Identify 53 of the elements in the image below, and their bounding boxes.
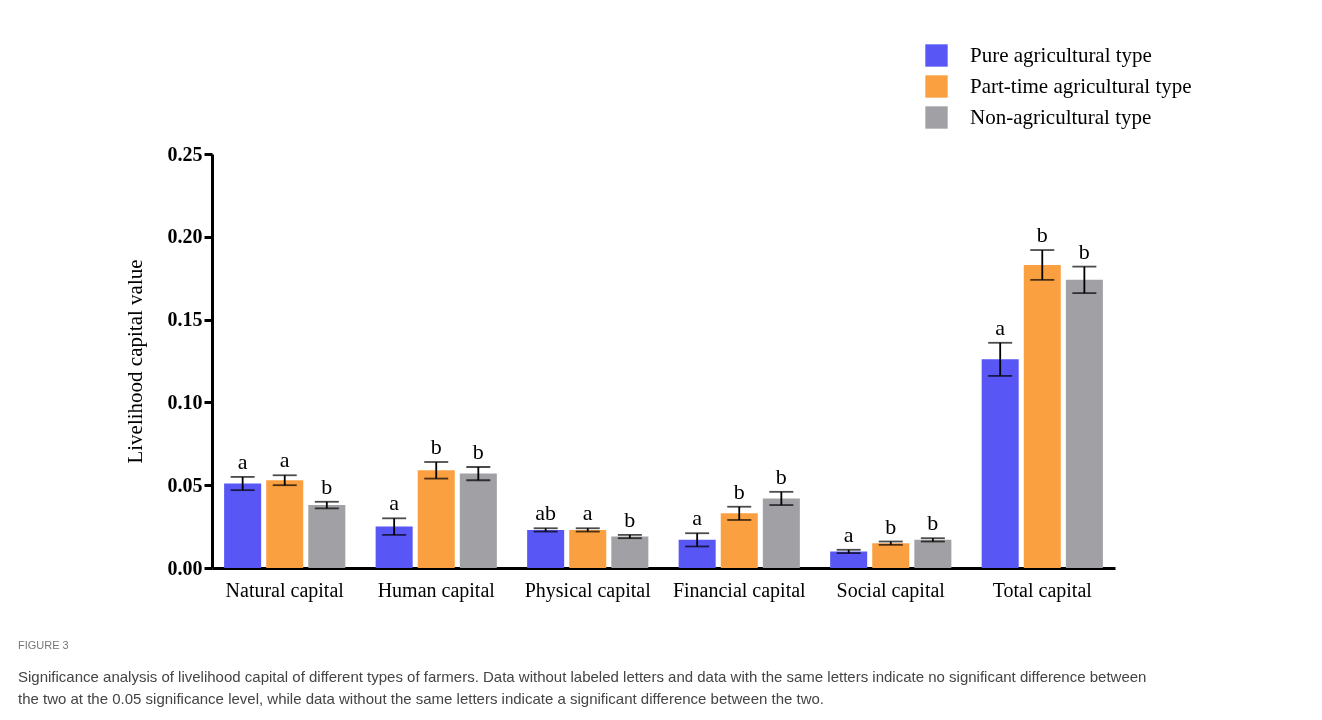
bar bbox=[569, 529, 607, 568]
bar bbox=[981, 359, 1019, 568]
y-axis-title: Livelihood capital value bbox=[122, 259, 147, 464]
data-label: b bbox=[321, 473, 333, 499]
x-tick-label: Human capital bbox=[377, 578, 496, 602]
bar bbox=[720, 513, 758, 568]
data-label: b bbox=[775, 463, 787, 489]
data-label: b bbox=[472, 438, 484, 464]
data-label: b bbox=[1078, 238, 1090, 264]
x-tick-label: Natural capital bbox=[225, 578, 345, 602]
data-label: b bbox=[430, 434, 442, 460]
data-label: b bbox=[1036, 222, 1048, 248]
data-label: b bbox=[624, 506, 636, 532]
y-tick-label: 0.10 bbox=[167, 390, 203, 413]
x-tick-label: Financial capital bbox=[672, 578, 807, 602]
bar bbox=[417, 470, 455, 568]
bar bbox=[830, 551, 868, 568]
legend-label: Non-agricultural type bbox=[970, 104, 1152, 129]
x-tick-label: Social capital bbox=[836, 578, 946, 602]
x-tick-label: Total capital bbox=[992, 578, 1093, 602]
y-tick-label: 0.20 bbox=[167, 225, 203, 248]
caption: FIGURE 3 bbox=[18, 639, 69, 651]
x-tick-label: Physical capital bbox=[524, 578, 652, 602]
bar bbox=[224, 483, 262, 568]
y-tick-label: 0.00 bbox=[167, 556, 203, 579]
bar bbox=[266, 480, 304, 568]
bar bbox=[527, 529, 565, 568]
bar bbox=[459, 473, 497, 568]
y-tick-label: 0.05 bbox=[167, 473, 203, 496]
y-tick-label: 0.15 bbox=[167, 308, 203, 331]
text: Significance analysis of livelihood capital of different types of farmers. Data without labeled letters and data with the same letters indicate no significant difference between the two at the 0.05 significance level, while data without the same letters indicate a significant difference between the two. bbox=[18, 668, 1147, 707]
legend-label: Pure agricultural type bbox=[970, 42, 1152, 67]
legend-label: Part-time agricultural type bbox=[970, 73, 1192, 98]
data-label: b bbox=[733, 478, 745, 504]
y-tick-label: 0.25 bbox=[167, 142, 203, 165]
bar bbox=[1065, 279, 1103, 568]
data-label: a bbox=[279, 447, 290, 473]
bar bbox=[375, 526, 413, 568]
data-label: b bbox=[885, 513, 897, 539]
bar bbox=[1023, 264, 1061, 568]
data-label: a bbox=[692, 505, 703, 531]
data-label: a bbox=[237, 448, 248, 474]
bar bbox=[678, 539, 716, 568]
data-label: a bbox=[389, 490, 400, 516]
bar bbox=[872, 543, 910, 568]
bar bbox=[611, 536, 649, 568]
data-label: a bbox=[843, 521, 854, 547]
data-label: ab bbox=[535, 500, 557, 526]
data-label: b bbox=[927, 510, 939, 536]
bar bbox=[914, 539, 952, 568]
data-label: a bbox=[995, 314, 1006, 340]
bar bbox=[762, 498, 800, 568]
data-label: a bbox=[582, 500, 593, 526]
